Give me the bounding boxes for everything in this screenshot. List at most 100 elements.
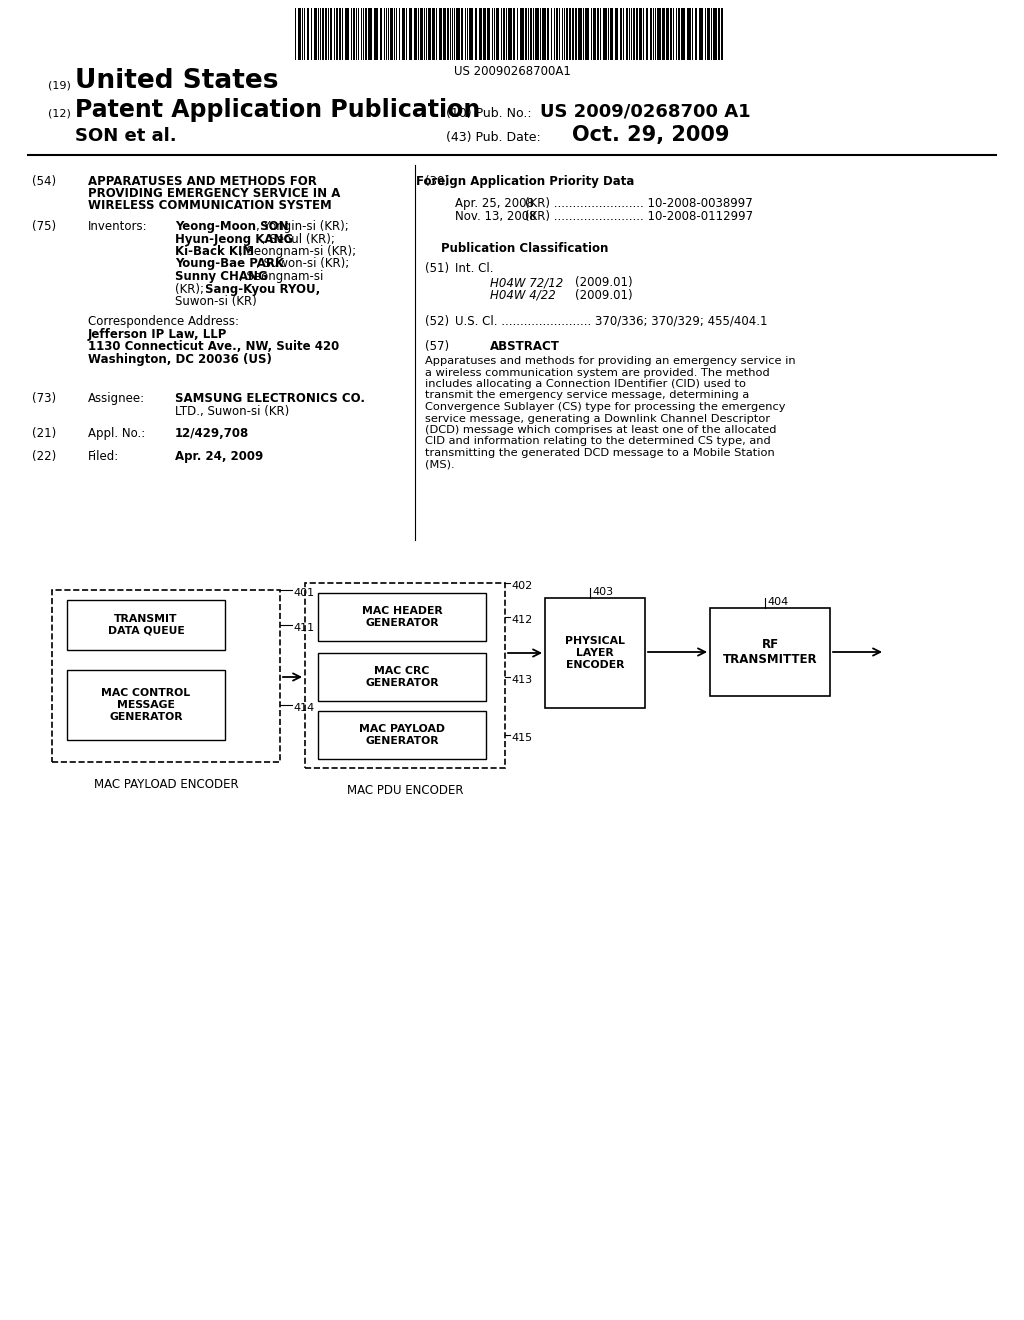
Text: 1130 Connecticut Ave., NW, Suite 420: 1130 Connecticut Ave., NW, Suite 420 — [88, 341, 339, 354]
Bar — [650, 8, 652, 59]
Bar — [298, 8, 301, 59]
Bar — [469, 8, 473, 59]
Bar — [547, 8, 549, 59]
Bar — [699, 8, 703, 59]
Text: Yeong-Moon SON: Yeong-Moon SON — [175, 220, 289, 234]
Bar — [305, 583, 505, 768]
Text: United States: United States — [75, 69, 279, 94]
Text: 402: 402 — [511, 581, 532, 591]
Bar — [428, 8, 431, 59]
Bar — [52, 590, 280, 762]
Bar — [610, 8, 613, 59]
Bar — [339, 8, 341, 59]
Bar — [380, 8, 382, 59]
Text: Appl. No.:: Appl. No.: — [88, 426, 145, 440]
Text: PHYSICAL
LAYER
ENCODER: PHYSICAL LAYER ENCODER — [565, 636, 625, 669]
Bar — [572, 8, 574, 59]
Bar — [670, 8, 672, 59]
Text: (KR);: (KR); — [175, 282, 208, 296]
Bar — [603, 8, 607, 59]
Text: TRANSMIT
DATA QUEUE: TRANSMIT DATA QUEUE — [108, 614, 184, 636]
Text: (52): (52) — [425, 315, 450, 327]
Text: LTD., Suwon-si (KR): LTD., Suwon-si (KR) — [175, 404, 289, 417]
Text: MAC CRC
GENERATOR: MAC CRC GENERATOR — [366, 667, 439, 688]
Text: (10) Pub. No.:: (10) Pub. No.: — [446, 107, 531, 120]
Bar — [520, 8, 524, 59]
Bar — [718, 8, 720, 59]
Text: Nov. 13, 2008: Nov. 13, 2008 — [455, 210, 537, 223]
Bar — [662, 8, 665, 59]
Bar — [681, 8, 685, 59]
Text: Sang-Kyou RYOU,: Sang-Kyou RYOU, — [205, 282, 321, 296]
Bar — [443, 8, 446, 59]
Text: Hyun-Jeong KANG: Hyun-Jeong KANG — [175, 232, 293, 246]
Text: (21): (21) — [32, 426, 56, 440]
Text: , Yongin-si (KR);: , Yongin-si (KR); — [256, 220, 349, 234]
Bar — [721, 8, 723, 59]
Text: Assignee:: Assignee: — [88, 392, 145, 405]
Bar — [487, 8, 490, 59]
Text: MAC PDU ENCODER: MAC PDU ENCODER — [347, 784, 463, 797]
Text: MAC PAYLOAD ENCODER: MAC PAYLOAD ENCODER — [93, 777, 239, 791]
Bar — [325, 8, 327, 59]
Text: , Seongnam-si: , Seongnam-si — [239, 271, 324, 282]
Text: transmit the emergency service message, determining a: transmit the emergency service message, … — [425, 391, 750, 400]
Text: Filed:: Filed: — [88, 450, 119, 463]
Text: MAC HEADER
GENERATOR: MAC HEADER GENERATOR — [361, 606, 442, 628]
Text: (57): (57) — [425, 341, 450, 352]
Text: (2009.01): (2009.01) — [575, 276, 633, 289]
Bar — [479, 8, 482, 59]
Text: (73): (73) — [32, 392, 56, 405]
Bar — [365, 8, 367, 59]
Bar — [710, 609, 830, 696]
Bar — [368, 8, 372, 59]
Text: Apr. 24, 2009: Apr. 24, 2009 — [175, 450, 263, 463]
Text: Int. Cl.: Int. Cl. — [455, 261, 494, 275]
Text: US 2009/0268700 A1: US 2009/0268700 A1 — [540, 103, 751, 121]
Bar — [475, 8, 477, 59]
Text: SAMSUNG ELECTRONICS CO.: SAMSUNG ELECTRONICS CO. — [175, 392, 365, 405]
Text: (KR) ........................ 10-2008-0112997: (KR) ........................ 10-2008-01… — [525, 210, 753, 223]
Text: 411: 411 — [293, 623, 314, 634]
Text: Inventors:: Inventors: — [88, 220, 147, 234]
Text: ABSTRACT: ABSTRACT — [490, 341, 560, 352]
Bar — [496, 8, 499, 59]
Bar — [390, 8, 393, 59]
Bar — [615, 8, 618, 59]
Text: (75): (75) — [32, 220, 56, 234]
Text: Apr. 25, 2008: Apr. 25, 2008 — [455, 197, 534, 210]
Bar — [439, 8, 442, 59]
Bar — [620, 8, 622, 59]
Bar — [314, 8, 317, 59]
Text: (51): (51) — [425, 261, 450, 275]
Bar — [353, 8, 355, 59]
Bar — [525, 8, 527, 59]
Text: 403: 403 — [592, 587, 613, 597]
Bar — [414, 8, 417, 59]
Text: 413: 413 — [511, 675, 532, 685]
Bar — [345, 8, 349, 59]
Bar — [556, 8, 558, 59]
Text: 414: 414 — [293, 704, 314, 713]
Text: (KR) ........................ 10-2008-0038997: (KR) ........................ 10-2008-00… — [525, 197, 753, 210]
Bar — [578, 8, 582, 59]
Text: H04W 4/22: H04W 4/22 — [490, 289, 556, 302]
Text: 415: 415 — [511, 733, 532, 743]
Bar — [593, 8, 596, 59]
Text: 12/429,708: 12/429,708 — [175, 426, 249, 440]
Bar — [409, 8, 412, 59]
Bar — [666, 8, 669, 59]
Text: RF
TRANSMITTER: RF TRANSMITTER — [723, 638, 817, 667]
Bar — [456, 8, 460, 59]
Text: MAC CONTROL
MESSAGE
GENERATOR: MAC CONTROL MESSAGE GENERATOR — [101, 689, 190, 722]
Bar — [318, 711, 486, 759]
Text: Suwon-si (KR): Suwon-si (KR) — [175, 294, 257, 308]
Bar — [542, 8, 546, 59]
Text: , Seongnam-si (KR);: , Seongnam-si (KR); — [239, 246, 356, 257]
Text: service message, generating a Downlink Channel Descriptor: service message, generating a Downlink C… — [425, 413, 770, 424]
Bar — [67, 671, 225, 741]
Bar — [575, 8, 577, 59]
Text: 404: 404 — [767, 597, 788, 607]
Text: 401: 401 — [293, 587, 314, 598]
Bar — [707, 8, 710, 59]
